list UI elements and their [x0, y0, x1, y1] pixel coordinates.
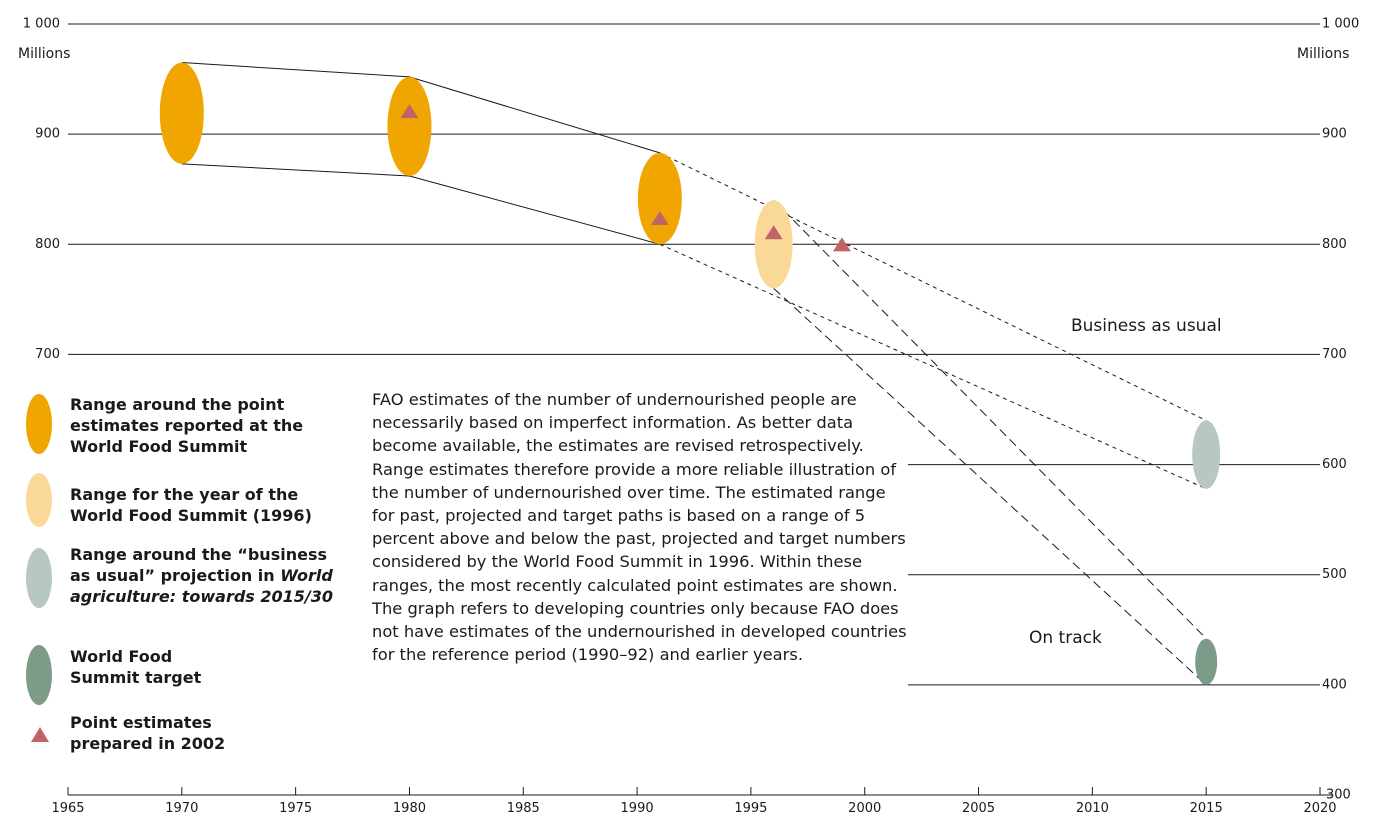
- legend-label-1996-range: Range for the year of the World Food Sum…: [70, 484, 312, 526]
- y-tick-label-right: 400: [1322, 677, 1347, 692]
- legend-label-target-range: World Food Summit target: [70, 646, 201, 688]
- range-connector-upper: [181, 62, 410, 78]
- range-ellipses: [159, 62, 1221, 685]
- orange-ellipse-icon: [26, 394, 52, 454]
- range-ellipse-1980: [387, 76, 432, 176]
- annotation-business-as-usual: Business as usual: [1071, 316, 1222, 336]
- legend-line: Point estimates: [70, 713, 212, 732]
- legend-text-italic: World: [280, 566, 333, 585]
- bau-projection-lower: [659, 243, 1207, 490]
- legend-line: Range around the “business: [70, 545, 327, 564]
- range-ellipse-1996: [754, 200, 793, 289]
- range-ellipse-2015: [1192, 420, 1221, 489]
- range-connector-upper: [409, 76, 660, 154]
- y-unit-left: Millions: [18, 46, 70, 62]
- range-ellipse-2015: [1195, 638, 1218, 685]
- x-tick-label: 2020: [1303, 801, 1336, 816]
- x-tick-label: 2000: [848, 801, 881, 816]
- y-tick-label-left: 800: [35, 237, 60, 252]
- triangle-icon: [31, 727, 49, 742]
- y-tick-label-right: 700: [1322, 347, 1347, 362]
- bau-projection-upper: [659, 152, 1207, 421]
- light-orange-ellipse-icon: [26, 473, 52, 527]
- legend-line: estimates reported at the: [70, 416, 304, 435]
- explanatory-note: FAO estimates of the number of undernour…: [372, 390, 907, 665]
- x-tick-label: 2010: [1076, 801, 1109, 816]
- legend-line: agriculture: towards 2015/30: [70, 586, 333, 607]
- point-estimate-triangle: [764, 225, 783, 240]
- x-tick-label: 1970: [165, 801, 198, 816]
- legend-text-italic: agriculture: towards 2015/30: [70, 587, 334, 606]
- legend-line: Summit target: [70, 668, 202, 687]
- legend-line: prepared in 2002: [70, 734, 226, 753]
- point-estimate-triangle: [400, 104, 419, 119]
- y-tick-label-left: 1 000: [23, 17, 60, 32]
- point-estimates: [400, 104, 851, 252]
- x-tick-label: 1980: [393, 801, 426, 816]
- target-path-upper: [773, 199, 1207, 639]
- y-tick-label-right: 500: [1322, 567, 1347, 582]
- y-tick-labels: 300 400 500 600 700 700 800 800 900 900 1 000 1 000: [23, 17, 1359, 803]
- legend-line: Range for the year of the: [70, 485, 299, 504]
- x-tick-label: 2005: [962, 801, 995, 816]
- legend-line: as usual” projection in World: [70, 565, 333, 586]
- x-tick-label: 1995: [734, 801, 767, 816]
- y-tick-label-left: 900: [35, 127, 60, 142]
- x-tick-label: 1985: [507, 801, 540, 816]
- x-tick-label: 1975: [279, 801, 312, 816]
- y-tick-label-right: 1 000: [1322, 17, 1359, 32]
- legend-label-summit-range: Range around the point estimates reporte…: [70, 394, 303, 457]
- gridlines: [68, 23, 1332, 796]
- legend-line: World Food Summit (1996): [70, 506, 312, 525]
- legend-line: World Food Summit: [70, 437, 248, 456]
- legend-line: Range around the point: [70, 395, 285, 414]
- y-tick-label-right: 900: [1322, 127, 1347, 142]
- range-ellipse-1991: [637, 152, 682, 245]
- range-connector-lower: [409, 175, 660, 245]
- range-connectors: [181, 62, 1207, 686]
- y-tick-label-right: 600: [1322, 457, 1347, 472]
- x-axis: 1965 1970 1975 1980 1985 1990 1995 2000 2005 2010…: [51, 787, 1337, 816]
- grey-green-ellipse-icon: [26, 548, 52, 608]
- y-unit-right: Millions: [1297, 46, 1349, 62]
- y-tick-label-right: 800: [1322, 237, 1347, 252]
- x-tick-label: 1965: [51, 801, 84, 816]
- point-estimate-triangle: [650, 210, 669, 225]
- legend-label-bau-range: Range around the “business as usual” pro…: [70, 544, 333, 607]
- legend-line: World Food: [70, 647, 173, 666]
- x-tick-label: 2015: [1190, 801, 1223, 816]
- y-tick-label-right: 300: [1326, 788, 1351, 803]
- annotation-on-track: On track: [1029, 628, 1102, 648]
- y-tick-label-left: 700: [35, 347, 60, 362]
- range-connector-lower: [181, 163, 410, 177]
- dark-green-ellipse-icon: [26, 645, 52, 705]
- point-estimate-triangle: [832, 237, 851, 252]
- legend-text: as usual” projection in: [70, 566, 281, 585]
- legend-label-point-estimates: Point estimates prepared in 2002: [70, 712, 225, 754]
- x-tick-label: 1990: [621, 801, 654, 816]
- range-ellipse-1970: [159, 62, 204, 164]
